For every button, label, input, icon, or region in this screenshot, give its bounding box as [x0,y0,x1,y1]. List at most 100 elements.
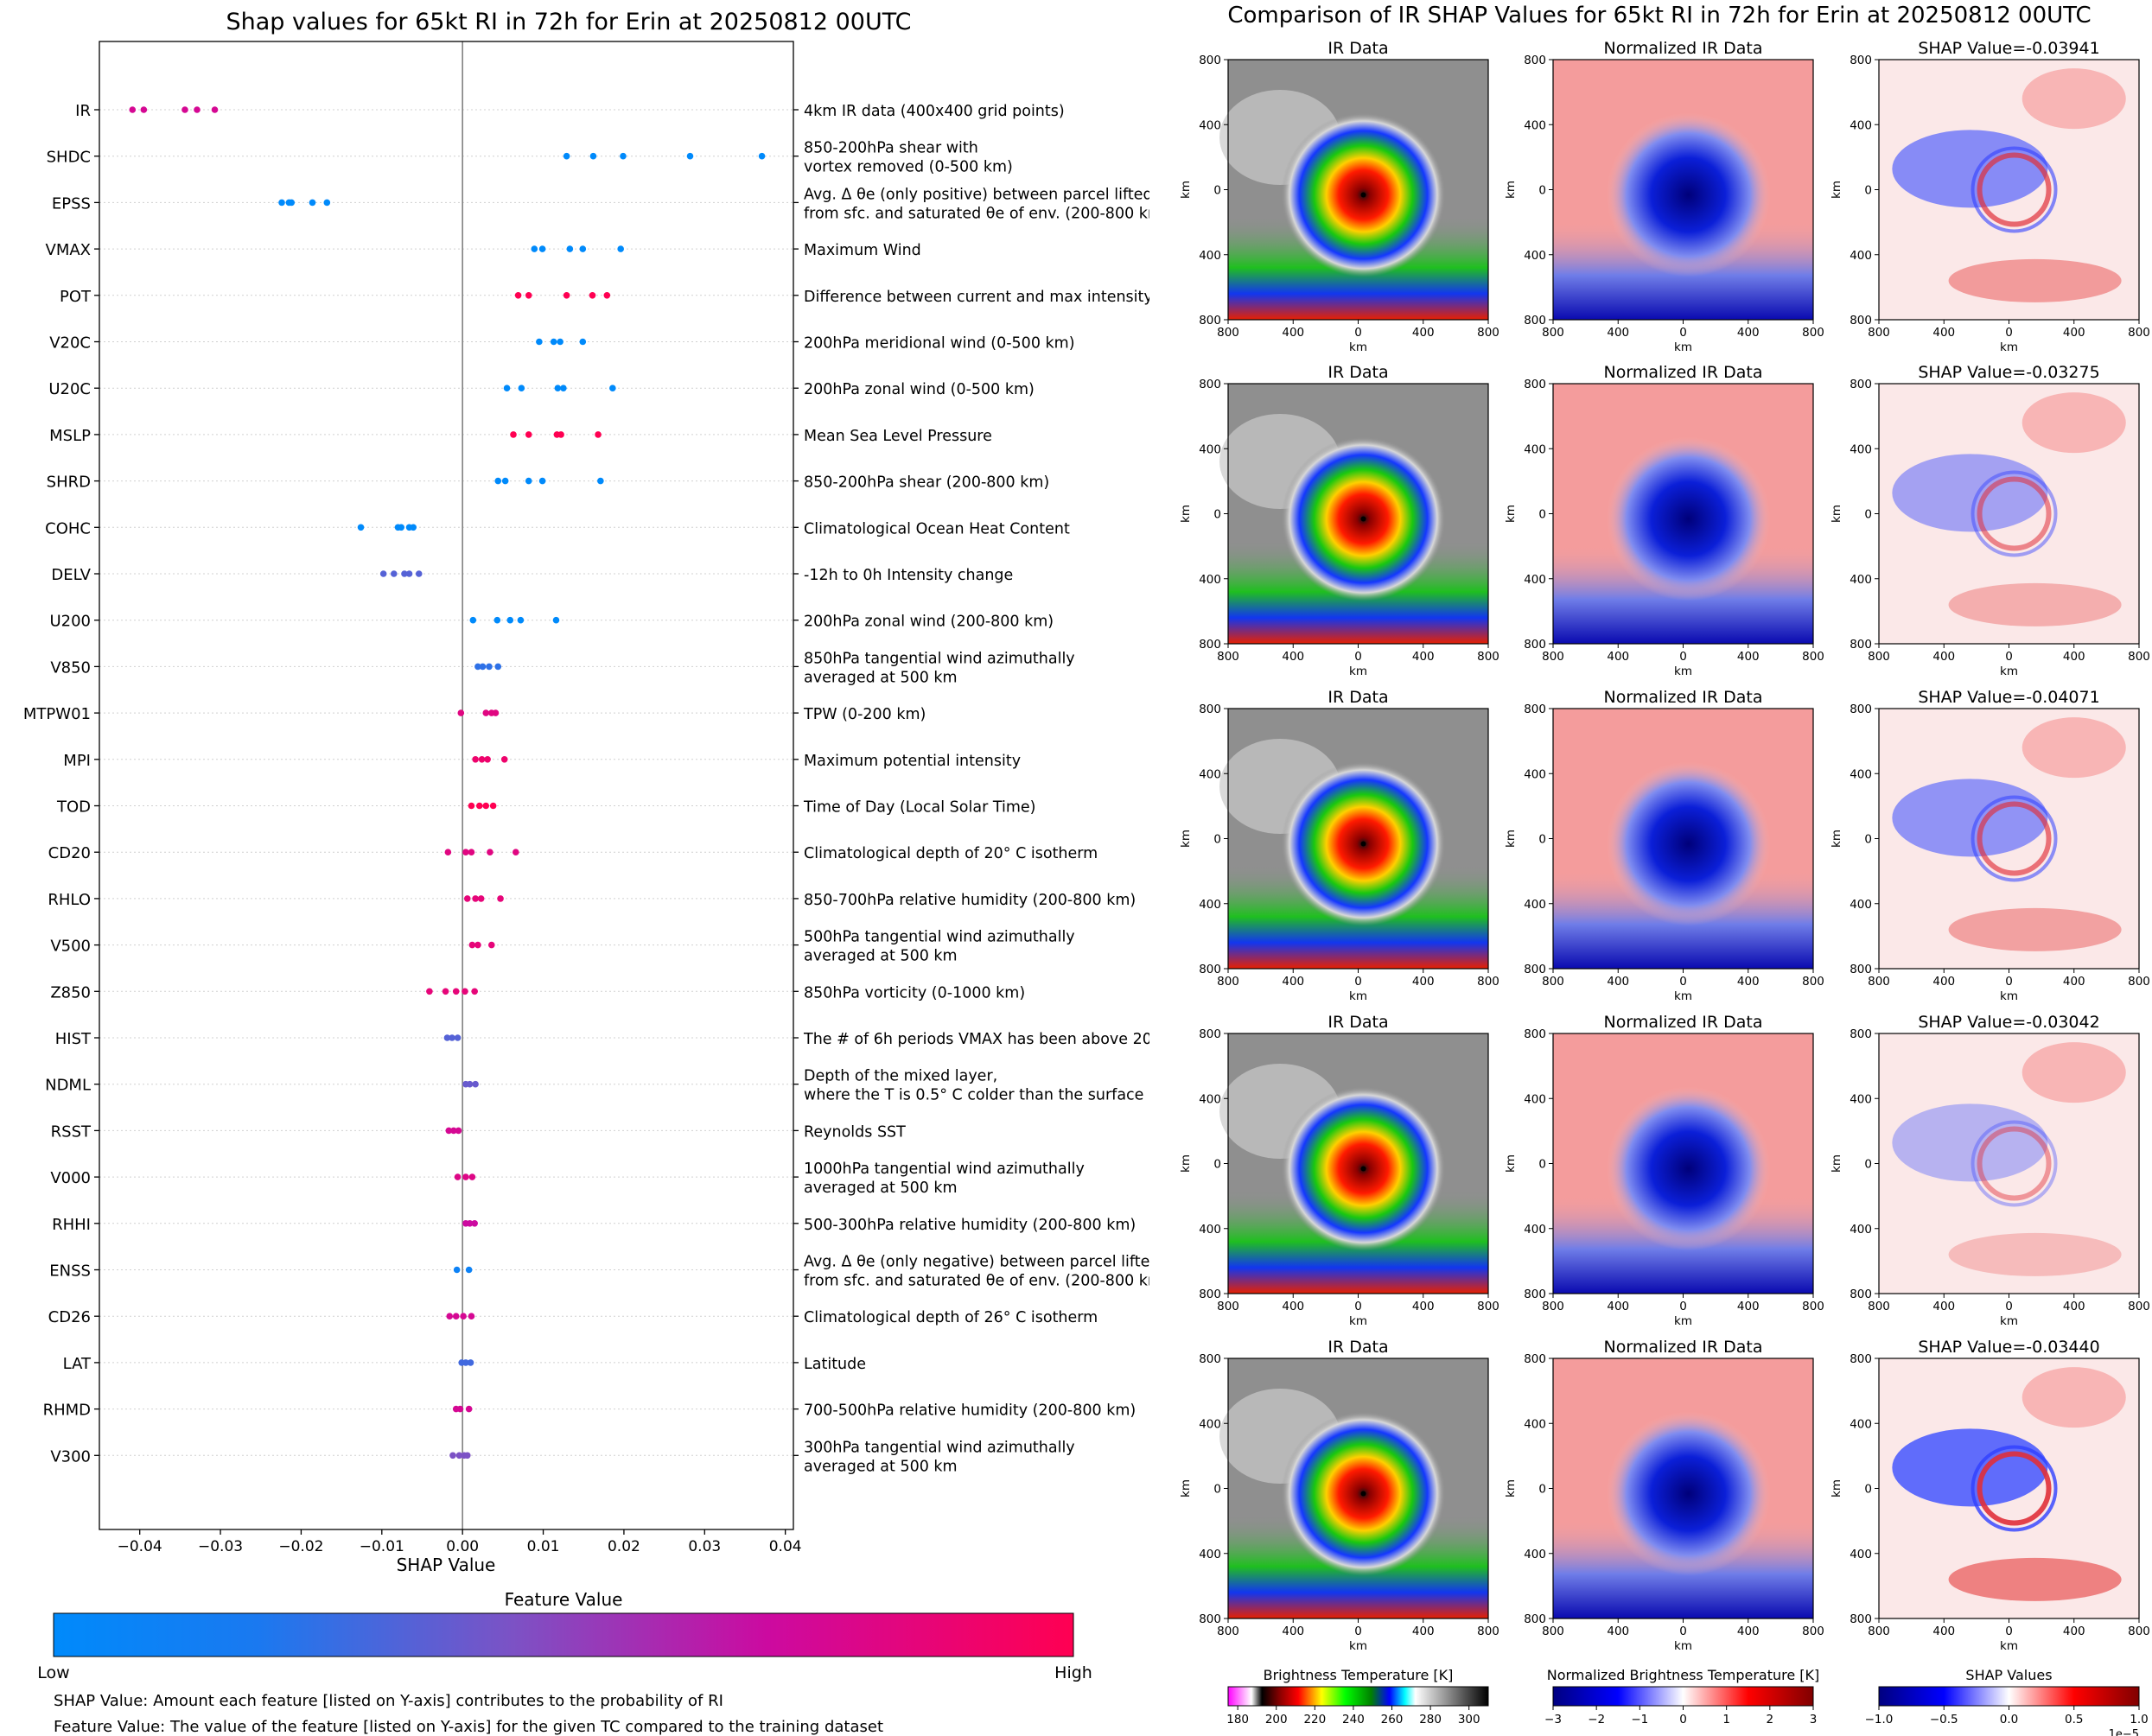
map-x-tick-label: 800 [1868,650,1890,664]
colorbar-label: Brightness Temperature [K] [1264,1667,1454,1683]
map-x-tick-label: 400 [1737,975,1760,989]
colorbar-label: SHAP Values [1965,1667,2052,1683]
map-x-tick-label: 800 [1477,326,1499,340]
shap-point [469,616,477,624]
map-panel: Normalized IR Data8008004004000040040080… [1504,1013,1824,1328]
feature-name-label: SHRD [47,474,91,492]
map-x-tick-label: 400 [1282,1300,1304,1313]
map-y-axis-label: km [1830,505,1843,523]
shap-map-title: SHAP Value=-0.03275 [1918,363,2099,382]
feature-description-label: Climatological Ocean Heat Content [804,520,1070,537]
shap-point [503,385,511,392]
shap-point [452,988,460,995]
map-y-tick-label: 0 [1864,1483,1872,1497]
feature-description-label: Avg. Δ θe (only negative) between parcel… [804,1254,1149,1290]
shap-point [517,616,525,624]
map-y-tick-label: 0 [1213,1158,1221,1172]
map-x-tick-label: 400 [1282,326,1304,340]
colorbar-scale-note: 1e−5 [2109,1728,2139,1736]
map-title: IR Data [1327,363,1388,382]
map-y-tick-label: 400 [1850,767,1872,781]
shap-positive-region [1948,258,2122,302]
map-y-tick-label: 800 [1524,378,1546,391]
map-x-tick-label: 0 [2005,975,2013,989]
shap-point [758,152,766,160]
map-y-tick-label: 800 [1850,54,1872,67]
feature-name-label: RHLO [48,891,91,909]
map-y-axis-label: km [1830,1154,1843,1173]
map-y-tick-label: 400 [1524,573,1546,587]
shap-point [449,1452,456,1459]
colorbar-high-label: High [1054,1663,1092,1682]
colorbar-tick-label: 1.0 [2130,1713,2148,1726]
map-y-tick-label: 800 [1524,1352,1546,1366]
map-x-tick-label: 400 [2063,1625,2085,1638]
map-x-tick-label: 800 [2128,326,2150,340]
feature-name-label: VMAX [46,241,92,259]
map-y-axis-label: km [1179,1479,1193,1498]
feature-name-label: U200 [49,613,91,631]
map-x-tick-label: 800 [1217,1300,1239,1313]
x-tick-label: 0.00 [446,1538,479,1555]
map-x-tick-label: 400 [1607,326,1629,340]
map-y-tick-label: 400 [1524,898,1546,912]
map-y-axis-label: km [1504,830,1518,848]
colorbar-tick-label: −0.5 [1930,1713,1958,1726]
map-x-tick-label: 400 [1737,1300,1760,1313]
norm-storm-core [1606,436,1771,601]
colorbar-tick-label: 2 [1767,1713,1774,1726]
shap-negative-region [1892,130,2048,208]
map-y-tick-label: 0 [1864,508,1872,522]
feature-description-label: 200hPa zonal wind (200-800 km) [804,614,1054,631]
map-y-axis-label: km [1504,181,1518,199]
map-x-axis-label: km [1349,340,1367,354]
map-x-tick-label: 800 [1802,650,1824,664]
shap-map-title: SHAP Value=-0.04071 [1918,688,2099,707]
shap-point [510,431,517,438]
map-y-tick-label: 400 [1524,1417,1546,1431]
map-x-tick-label: 400 [1412,1625,1435,1638]
map-x-tick-label: 400 [2063,650,2085,664]
map-y-tick-label: 0 [1213,184,1221,198]
shap-point [465,1405,473,1413]
shap-point [467,1359,474,1366]
map-y-tick-label: 800 [1850,1612,1872,1626]
shap-point [323,199,331,207]
feature-description-label: Difference between current and max inten… [804,289,1149,306]
shap-point [506,616,514,624]
shap-eyewall-outer [1971,795,2058,882]
map-y-tick-label: 800 [1850,638,1872,652]
shap-point [550,338,557,346]
shap-point [472,756,479,763]
shap-point [493,616,501,624]
map-y-tick-label: 800 [1524,963,1546,976]
map-x-axis-label: km [1674,989,1692,1003]
map-y-tick-label: 0 [1213,508,1221,522]
shap-point [538,477,546,485]
map-x-tick-label: 400 [1932,650,1955,664]
shap-point [445,1127,453,1135]
map-x-tick-label: 800 [1477,650,1499,664]
map-y-axis-label: km [1830,830,1843,848]
map-x-tick-label: 800 [1868,975,1890,989]
shap-map-title: SHAP Value=-0.03440 [1918,1338,2099,1357]
map-y-tick-label: 400 [1850,118,1872,132]
map-x-tick-label: 0 [2005,326,2013,340]
map-x-tick-label: 800 [1217,650,1239,664]
shap-point [471,1220,478,1227]
ir-comparison-panel: Comparison of IR SHAP Values for 65kt RI… [1179,3,2150,1736]
colorbar-tick-label: −1 [1631,1713,1648,1726]
map-y-tick-label: 800 [1524,1027,1546,1041]
feature-description-label: 850-700hPa relative humidity (200-800 km… [804,892,1136,909]
map-panel: Normalized IR Data8008004004000040040080… [1504,363,1824,678]
shap-point [444,849,452,855]
map-y-tick-label: 400 [1199,1548,1221,1561]
shap-point [415,570,423,577]
map-y-tick-label: 0 [1538,1483,1546,1497]
norm-storm-core [1606,1411,1771,1576]
feature-name-label: IR [75,102,91,120]
feature-name-label: CD20 [48,844,91,862]
feature-description-label: Climatological depth of 20° C isotherm [804,845,1098,862]
footnote-feature-value: Feature Value: The value of the feature … [54,1718,883,1736]
